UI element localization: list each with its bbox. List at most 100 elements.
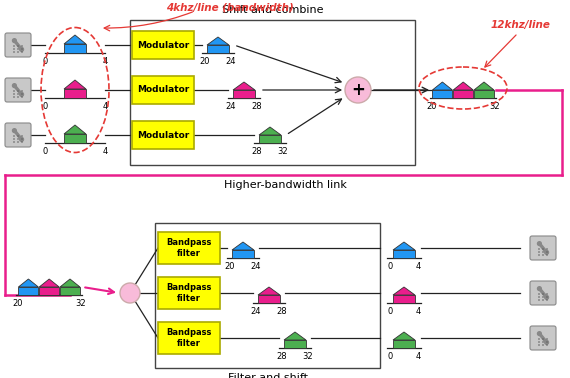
Circle shape [13,93,15,95]
Circle shape [17,48,19,50]
Circle shape [538,293,540,295]
Text: Higher-bandwidth link: Higher-bandwidth link [223,180,347,190]
Circle shape [538,296,540,298]
Text: 32: 32 [278,147,288,156]
Circle shape [537,241,542,246]
Circle shape [538,338,540,340]
Circle shape [19,92,24,97]
Circle shape [21,141,23,143]
Circle shape [542,248,544,250]
Circle shape [546,248,548,250]
Text: 32: 32 [489,102,500,111]
Circle shape [546,254,548,256]
Text: Modulator: Modulator [137,85,189,94]
Polygon shape [393,332,415,340]
Polygon shape [474,90,494,98]
Polygon shape [433,82,453,90]
Circle shape [542,299,544,301]
Circle shape [546,296,548,298]
Polygon shape [393,340,415,348]
Circle shape [21,51,23,53]
Circle shape [19,47,24,52]
Circle shape [542,254,544,256]
FancyBboxPatch shape [5,123,31,147]
Circle shape [542,293,544,295]
Polygon shape [393,242,415,250]
Circle shape [21,135,23,137]
Polygon shape [64,35,86,44]
Text: 24: 24 [251,262,261,271]
Text: 4: 4 [416,262,421,271]
Text: 28: 28 [276,352,287,361]
Polygon shape [64,44,86,53]
Polygon shape [64,80,86,89]
Circle shape [21,96,23,98]
Text: 20: 20 [13,299,23,308]
Circle shape [13,138,15,140]
Circle shape [13,135,15,137]
Circle shape [17,141,19,143]
Text: 4khz/line (bandwidth): 4khz/line (bandwidth) [166,3,294,13]
Polygon shape [64,125,86,134]
Circle shape [546,341,548,343]
Text: 24: 24 [226,57,236,66]
Circle shape [546,299,548,301]
Circle shape [19,137,24,142]
FancyBboxPatch shape [530,281,556,305]
Circle shape [21,93,23,95]
FancyBboxPatch shape [130,20,415,165]
Circle shape [13,141,15,143]
Text: 0: 0 [42,102,48,111]
Text: +: + [351,81,365,99]
Text: 20: 20 [200,57,210,66]
Circle shape [538,254,540,256]
Polygon shape [39,279,59,287]
Circle shape [544,295,549,300]
Circle shape [17,51,19,53]
FancyBboxPatch shape [530,236,556,260]
Polygon shape [18,287,38,295]
Circle shape [538,248,540,250]
Text: Bandpass
filter: Bandpass filter [166,238,211,258]
Circle shape [12,128,17,133]
Polygon shape [259,135,281,143]
Circle shape [345,77,371,103]
Circle shape [544,250,549,255]
Circle shape [21,138,23,140]
Circle shape [13,51,15,53]
Circle shape [17,96,19,98]
Text: 20: 20 [427,102,437,111]
Circle shape [546,338,548,340]
Polygon shape [258,287,280,295]
Polygon shape [233,82,255,90]
Circle shape [21,90,23,92]
Polygon shape [284,332,306,340]
Polygon shape [207,45,229,53]
Polygon shape [393,287,415,295]
Circle shape [17,138,19,140]
FancyBboxPatch shape [5,78,31,102]
Text: Filter and shift: Filter and shift [227,373,307,378]
Circle shape [544,340,549,345]
Circle shape [21,45,23,47]
Circle shape [13,48,15,50]
Circle shape [538,251,540,253]
Text: 20: 20 [225,262,235,271]
Circle shape [537,331,542,336]
Polygon shape [207,37,229,45]
FancyBboxPatch shape [158,232,220,264]
Circle shape [542,344,544,346]
Text: 0: 0 [42,57,48,66]
Text: 28: 28 [252,147,262,156]
Text: 0: 0 [388,307,393,316]
Text: Modulator: Modulator [137,130,189,139]
Circle shape [538,344,540,346]
Circle shape [546,344,548,346]
Polygon shape [258,295,280,303]
Text: 28: 28 [276,307,287,316]
Text: 12khz/line: 12khz/line [490,20,550,30]
FancyBboxPatch shape [155,223,380,368]
FancyBboxPatch shape [530,326,556,350]
Circle shape [13,45,15,47]
Text: 4: 4 [416,307,421,316]
